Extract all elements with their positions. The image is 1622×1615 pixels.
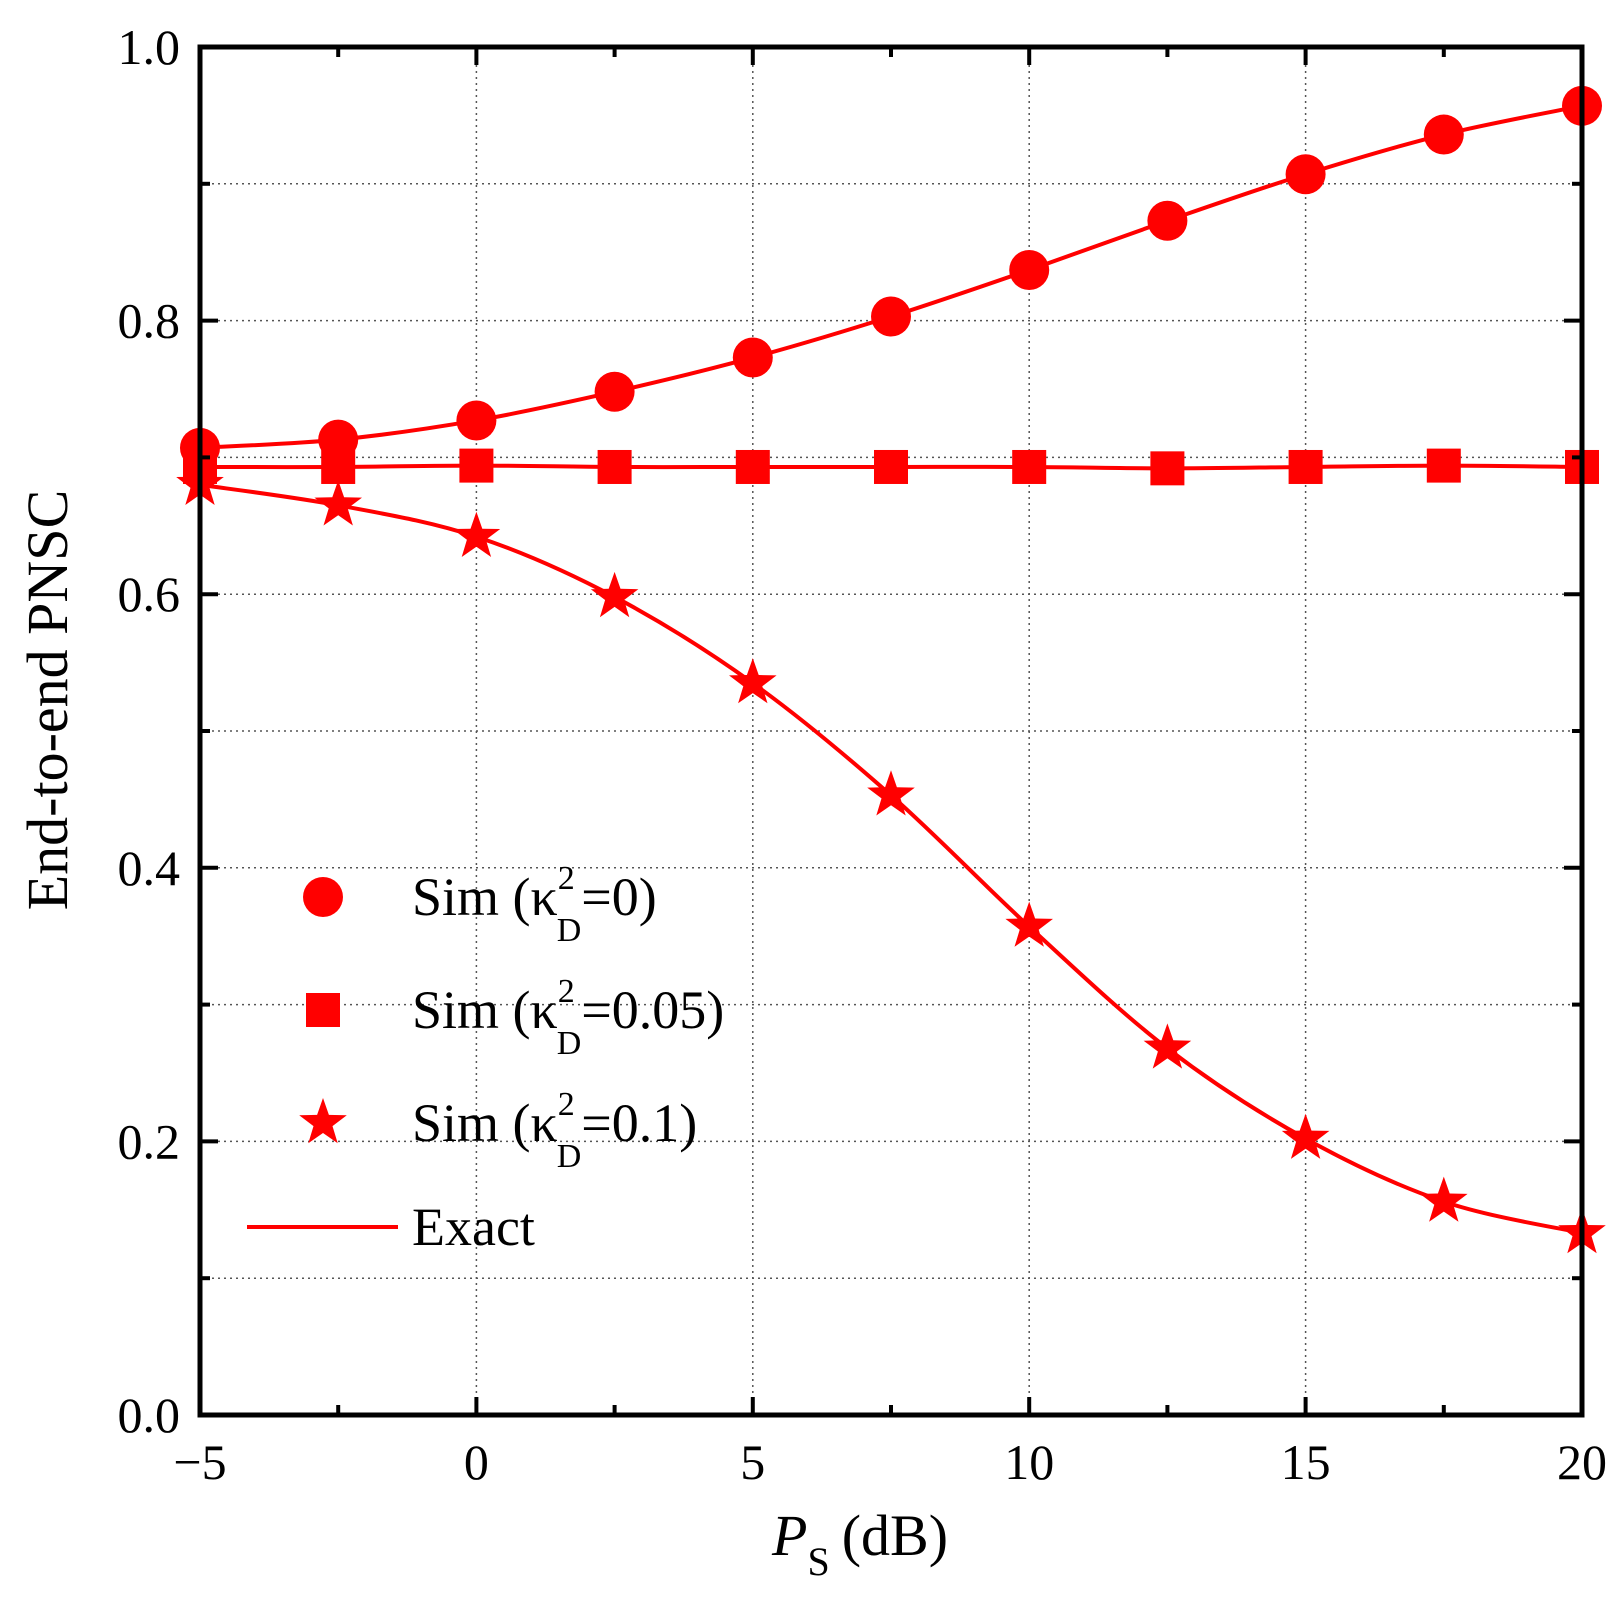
tick-labels: −5 0 5 10 15 20 0.0 0.2 0.4 0.6 0.8 1.0: [118, 19, 1608, 1490]
x-tick-label: 0: [464, 1434, 489, 1490]
y-axis-label: End-to-end PNSC: [15, 490, 80, 911]
legend-label-post: =0.05): [581, 980, 724, 1040]
circle-marker: [456, 400, 497, 441]
legend-label-star: Sim (κ2 D=0.1): [412, 1086, 697, 1175]
legend-label-sub: D: [557, 1025, 582, 1062]
legend-label-sub: D: [557, 912, 582, 949]
circle-marker: [732, 337, 773, 378]
square-marker: [1288, 449, 1323, 484]
exact-curve-star: [199, 482, 1583, 1236]
square-marker: [1426, 448, 1461, 483]
legend-label-sub: D: [557, 1138, 582, 1175]
legend-label-exact: Exact: [412, 1197, 535, 1257]
square-marker: [597, 449, 632, 484]
circle-marker: [594, 371, 635, 412]
square-marker: [321, 449, 356, 484]
axis-ticks: [198, 45, 1584, 1417]
star-marker: [590, 571, 639, 618]
star-marker: [1143, 1023, 1192, 1069]
x-tick-label: 15: [1281, 1434, 1331, 1490]
star-marker: [1281, 1113, 1330, 1159]
star-marker: [867, 770, 915, 816]
circle-marker: [1423, 114, 1464, 155]
legend-label-sup: 2: [558, 973, 575, 1010]
x-axis-label: PS (dB): [771, 1503, 948, 1584]
legend-label-sup: 2: [558, 1086, 575, 1123]
legend-label-post: =0): [581, 867, 656, 927]
legend-star-marker: [299, 1098, 347, 1144]
square-marker: [459, 448, 494, 483]
circle-marker: [1285, 154, 1326, 195]
y-tick-label: 0.2: [118, 1113, 181, 1169]
circle-marker: [318, 419, 359, 460]
legend-label-pre: Sim (κ: [412, 980, 558, 1040]
x-tick-label: 20: [1557, 1434, 1607, 1490]
legend-square-marker: [306, 993, 340, 1027]
y-tick-label: 1.0: [118, 19, 181, 75]
legend-label-circle: Sim (κ2 D=0): [412, 860, 657, 949]
x-axis-label-sub: S: [807, 1539, 829, 1584]
circle-marker: [1009, 249, 1050, 290]
x-tick-label: 5: [740, 1434, 765, 1490]
x-axis-label-main: P: [771, 1503, 807, 1568]
star-marker: [314, 480, 362, 526]
legend-label-sup: 2: [558, 860, 575, 897]
square-marker: [735, 449, 770, 484]
circle-marker: [1147, 200, 1188, 241]
square-marker: [1150, 451, 1185, 486]
legend-label-square: Sim (κ2 D=0.05): [412, 973, 724, 1062]
star-marker: [1420, 1176, 1468, 1222]
square-marker: [874, 449, 908, 484]
x-axis-label-unit: (dB): [842, 1503, 948, 1568]
legend: Sim (κ2 D=0)Sim (κ2 D=0.05)Sim (κ2 D=0.1)Ex…: [247, 860, 724, 1257]
exact-curve-circle: [199, 103, 1583, 450]
exact-curves: [199, 103, 1583, 1236]
y-tick-label: 0.0: [118, 1387, 181, 1443]
star-marker: [729, 658, 777, 704]
legend-label-post: =0.1): [581, 1093, 697, 1153]
square-marker: [1012, 449, 1047, 484]
grid: [200, 47, 1582, 1415]
simulation-markers: [176, 85, 1606, 1254]
star-marker: [1005, 901, 1053, 947]
legend-label-pre: Sim (κ: [412, 1093, 558, 1153]
x-tick-label: 10: [1004, 1434, 1054, 1490]
x-tick-label: −5: [173, 1434, 226, 1490]
y-tick-label: 0.8: [118, 293, 181, 349]
star-marker: [452, 511, 501, 557]
y-tick-label: 0.4: [118, 840, 181, 896]
circle-marker: [871, 296, 911, 337]
legend-label-pre: Sim (κ: [412, 867, 558, 927]
legend-circle-marker: [303, 877, 343, 917]
y-tick-label: 0.6: [118, 566, 181, 622]
